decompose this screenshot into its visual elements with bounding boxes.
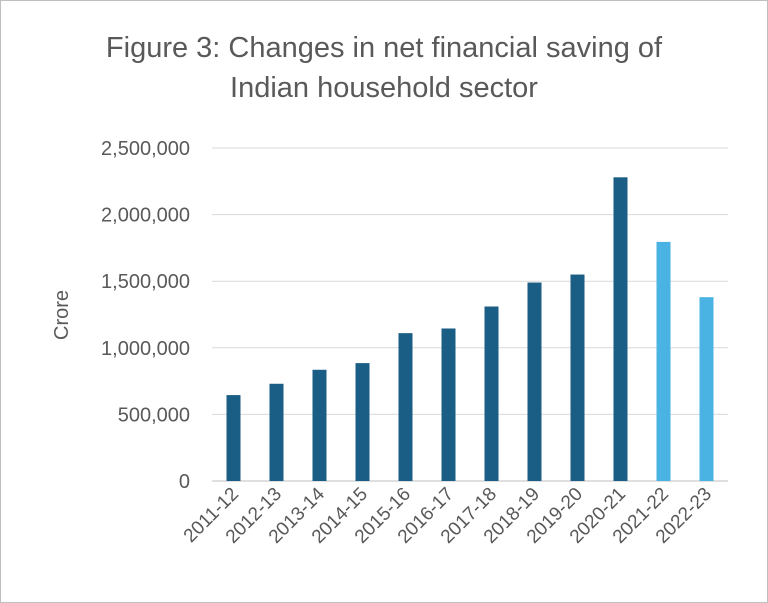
bar-2013-14 — [312, 369, 327, 481]
y-tick-label: 500,000 — [118, 404, 190, 426]
bar-2015-16 — [398, 333, 413, 481]
bar-2014-15 — [355, 363, 370, 481]
y-tick-label: 2,500,000 — [101, 138, 190, 160]
bar-2020-21 — [613, 177, 628, 481]
bar-2018-19 — [527, 282, 542, 481]
bar-2011-12 — [226, 395, 241, 481]
bar-2021-22 — [656, 241, 671, 481]
y-tick-label: 1,000,000 — [101, 338, 190, 360]
chart-title: Figure 3: Changes in net financial savin… — [0, 28, 768, 108]
y-tick-label: 0 — [179, 471, 190, 493]
y-axis-label: Crore — [51, 290, 73, 340]
bar-2016-17 — [441, 328, 456, 481]
gridlines — [212, 147, 728, 482]
bar-2022-23 — [699, 297, 714, 481]
bar-2019-20 — [570, 274, 585, 481]
chart-title-line-2: Indian household sector — [230, 72, 538, 104]
bar-2017-18 — [484, 306, 499, 481]
chart-title-line-1: Figure 3: Changes in net financial savin… — [105, 32, 663, 64]
y-axis-tick-labels: 0 500,000 1,000,000 1,500,000 2,000,000 2,500… — [101, 138, 190, 493]
y-tick-label: 2,000,000 — [101, 205, 190, 227]
y-tick-label: 1,500,000 — [101, 271, 190, 293]
bars — [226, 177, 714, 481]
x-axis-tick-labels: 2011-122012-132013-142014-152015-162016-… — [180, 483, 716, 547]
bar-2012-13 — [269, 383, 284, 481]
